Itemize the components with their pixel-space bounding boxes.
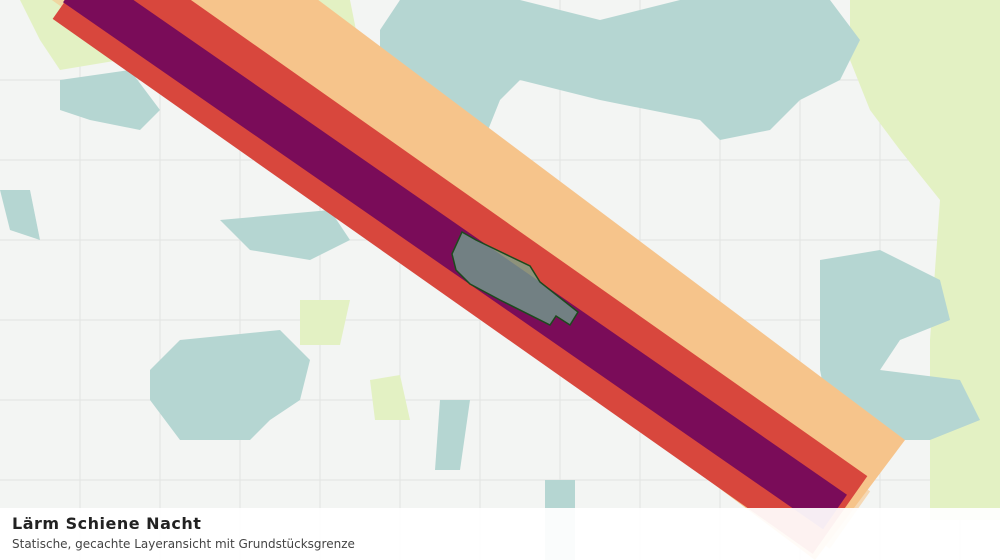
parcel-boundary[interactable] [451, 230, 579, 327]
map-title: Lärm Schiene Nacht [12, 514, 202, 533]
caption-panel: Lärm Schiene Nacht Statische, gecachte L… [0, 508, 1000, 560]
map-subtitle: Statische, gecachte Layeransicht mit Gru… [12, 537, 355, 551]
